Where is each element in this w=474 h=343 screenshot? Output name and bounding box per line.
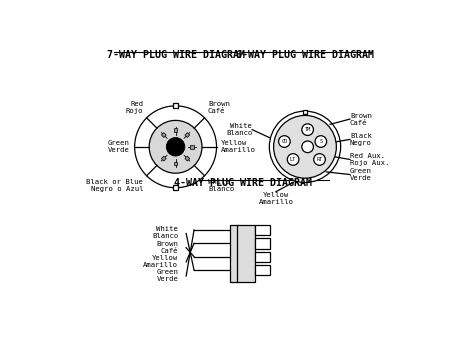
Bar [161, 156, 166, 161]
Text: Green
Verde: Green Verde [108, 140, 130, 153]
Circle shape [279, 136, 290, 147]
Bar [185, 133, 190, 138]
Bar [191, 145, 194, 149]
Bar [255, 238, 270, 248]
Bar [255, 252, 270, 262]
Text: Green
Verde: Green Verde [156, 269, 178, 282]
Text: Brown
Café: Brown Café [156, 241, 178, 254]
Text: White
Blanco: White Blanco [152, 226, 178, 239]
Text: 4-WAY PLUG WIRE DIAGRAM: 4-WAY PLUG WIRE DIAGRAM [174, 178, 312, 189]
Circle shape [314, 154, 325, 165]
Circle shape [269, 111, 341, 182]
Text: Yellow
Amarillo: Yellow Amarillo [143, 255, 178, 268]
Bar [173, 185, 179, 190]
Circle shape [149, 120, 202, 173]
Circle shape [302, 124, 313, 135]
Text: RT: RT [316, 157, 323, 162]
Bar [230, 225, 255, 282]
Text: GD: GD [281, 139, 288, 144]
Text: Black or Blue
Negro o Azul: Black or Blue Negro o Azul [86, 179, 143, 192]
Bar [302, 109, 307, 114]
Text: Black
Negro: Black Negro [350, 133, 372, 146]
Circle shape [315, 136, 327, 147]
Text: 7-WAY PLUG WIRE DIAGRAM: 7-WAY PLUG WIRE DIAGRAM [107, 50, 245, 60]
Text: TM: TM [304, 127, 311, 132]
Text: Brown
Café: Brown Café [350, 113, 372, 126]
Text: S: S [319, 139, 322, 144]
Text: 6-WAY PLUG WIRE DIAGRAM: 6-WAY PLUG WIRE DIAGRAM [236, 50, 374, 60]
Text: Yellow
Amarillo: Yellow Amarillo [221, 140, 256, 153]
Text: Brown
Café: Brown Café [208, 102, 230, 115]
Text: White
Blanco: White Blanco [208, 179, 234, 192]
Text: White
Blanco: White Blanco [226, 123, 252, 136]
Bar [174, 128, 177, 132]
Circle shape [302, 141, 313, 153]
Text: LT: LT [290, 157, 296, 162]
Circle shape [273, 116, 337, 178]
Text: Red
Rojo: Red Rojo [126, 102, 143, 115]
Circle shape [166, 138, 185, 156]
Text: Green
Verde: Green Verde [350, 168, 372, 181]
Bar [173, 104, 179, 108]
Bar [255, 225, 270, 235]
Bar [161, 133, 166, 138]
Circle shape [287, 154, 299, 165]
Circle shape [135, 106, 217, 188]
Text: Red Aux.
Rojo Aux.: Red Aux. Rojo Aux. [350, 153, 389, 166]
Bar [185, 156, 190, 161]
Text: Yellow
Amarillo: Yellow Amarillo [258, 192, 293, 205]
Bar [174, 162, 177, 165]
Bar [255, 265, 270, 275]
